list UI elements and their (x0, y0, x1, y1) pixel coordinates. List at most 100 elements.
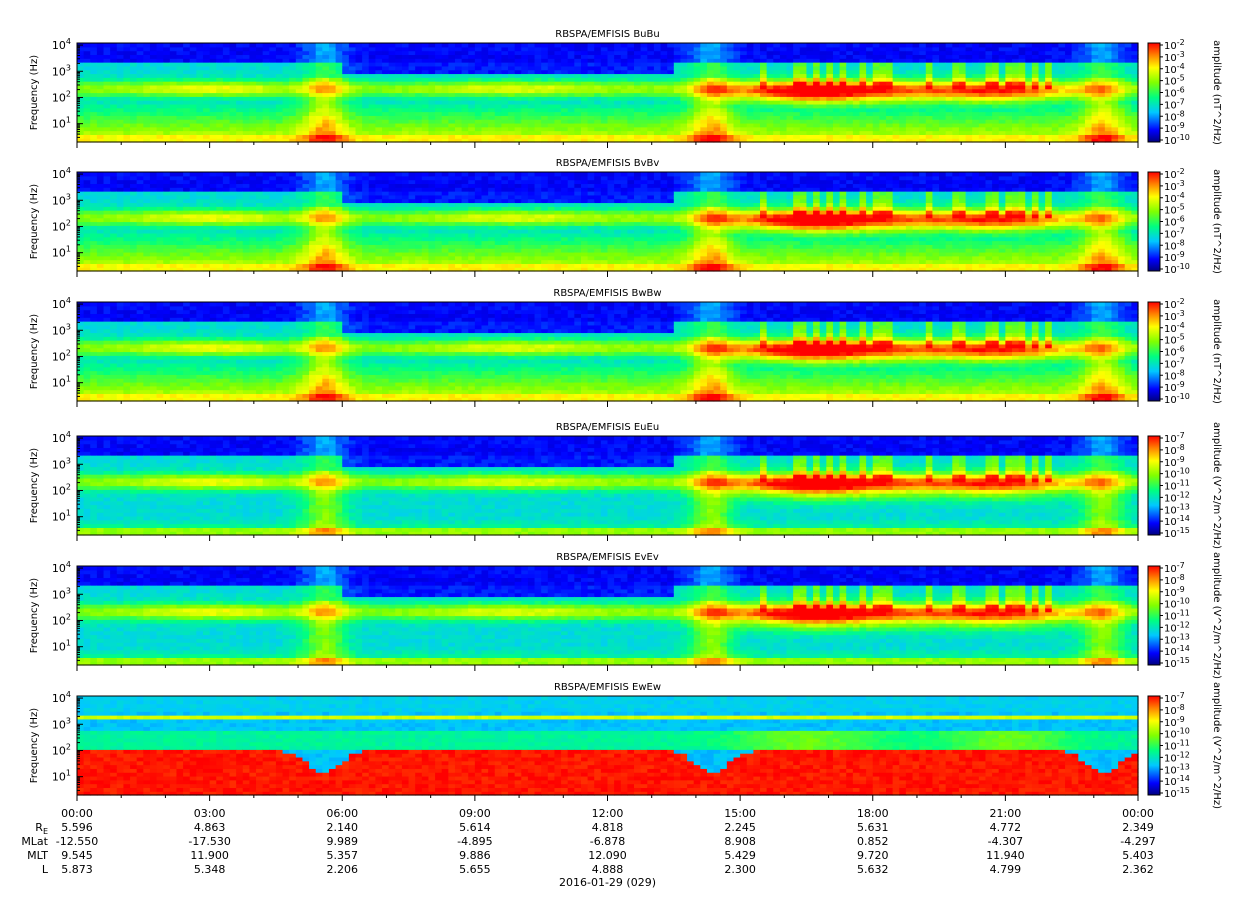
spectrogram-image (77, 172, 1139, 272)
y-tick-label: 101 (52, 639, 71, 654)
x-tick-label: 18:00 (857, 807, 889, 820)
x-tick-label: 12:00 (592, 807, 624, 820)
ephem-value: -6.878 (590, 835, 625, 848)
colorbar-scale (1148, 43, 1160, 142)
y-tick-label: 101 (52, 375, 71, 390)
ephem-value: 4.799 (990, 863, 1022, 876)
spectrogram-image (77, 566, 1139, 666)
x-axis-ticks (77, 665, 1138, 671)
x-tick-label: 03:00 (194, 807, 226, 820)
panel-bvbv: RBSPA/EMFISIS BvBv 104103102101Frequency … (29, 158, 1222, 277)
panel-bwbw: RBSPA/EMFISIS BwBw104103102101Frequency … (29, 288, 1222, 407)
colorbar-tick-label: 10-10 (1164, 133, 1190, 147)
y-tick-label: 103 (52, 586, 71, 601)
ephem-value: 5.655 (459, 863, 491, 876)
ephem-value: 9.545 (61, 849, 93, 862)
colorbar-label: amplitude (V^2/m^2/Hz) (1211, 422, 1222, 549)
ephem-value: 5.632 (857, 863, 889, 876)
y-tick-label: 104 (52, 296, 71, 311)
y-tick-label: 103 (52, 192, 71, 207)
colorbar-scale (1148, 436, 1160, 535)
y-tick-label: 104 (52, 560, 71, 575)
colorbar-scale (1148, 302, 1160, 401)
colorbar: 10-710-810-910-1010-1110-1210-1310-1410-… (1148, 682, 1222, 809)
y-axis-label: Frequency (Hz) (29, 578, 40, 654)
x-tick-label: 15:00 (724, 807, 756, 820)
y-tick-label: 102 (52, 348, 71, 363)
ephem-value: 5.596 (61, 821, 93, 834)
y-axis: 104 103 102 101 Frequency (Hz) (29, 296, 83, 401)
panel-title: RBSPA/EMFISIS EuEu (556, 422, 659, 433)
colorbar-label: amplitude (V^2/m^2/Hz) (1211, 552, 1222, 679)
panel-eueu: RBSPA/EMFISIS EuEu104103102101Frequency … (29, 422, 1222, 549)
colorbar: 10-710-810-910-1010-1110-1210-1310-1410-… (1148, 552, 1222, 679)
spectrogram-image (77, 43, 1139, 143)
y-tick-label: 104 (52, 690, 71, 705)
colorbar-tick-label: 10-15 (1164, 656, 1190, 670)
spectrogram-image (77, 302, 1139, 402)
x-axis-ticks (77, 271, 1138, 277)
spectrogram-image (77, 436, 1139, 536)
y-axis: 104 103 102 101 Frequency (Hz) (29, 560, 83, 665)
y-tick-label: 102 (52, 612, 71, 627)
ephem-value: 5.357 (327, 849, 359, 862)
date-label: 2016-01-29 (029) (559, 876, 656, 889)
x-tick-label: 09:00 (459, 807, 491, 820)
colorbar-label: amplitude (nT^2/Hz) (1211, 40, 1222, 145)
ephem-value: -4.307 (988, 835, 1023, 848)
colorbar-tick-label: 10-10 (1164, 262, 1190, 276)
y-tick-label: 101 (52, 245, 71, 260)
spectrogram-image (77, 696, 1139, 796)
panel-title: RBSPA/EMFISIS EvEv (556, 552, 659, 563)
ephem-row-label: L (42, 863, 49, 876)
y-axis-label: Frequency (Hz) (29, 708, 40, 784)
panel-title: RBSPA/EMFISIS EwEw (554, 682, 661, 693)
colorbar-scale (1148, 172, 1160, 271)
colorbar-tick-label: 10-10 (1164, 392, 1190, 406)
ephem-value: 5.348 (194, 863, 226, 876)
x-tick-label: 21:00 (990, 807, 1022, 820)
ephem-value: 12.090 (588, 849, 627, 862)
colorbar-tick-label: 10-15 (1164, 786, 1190, 800)
y-axis-label: Frequency (Hz) (29, 55, 40, 131)
ephem-value: 2.245 (724, 821, 756, 834)
ephem-row-label: MLat (21, 835, 48, 848)
y-tick-label: 103 (52, 322, 71, 337)
panel-bubu: RBSPA/EMFISIS BuBu104103102101Frequency … (29, 29, 1222, 148)
y-axis-label: Frequency (Hz) (29, 314, 40, 390)
ephem-value: 9.989 (327, 835, 359, 848)
y-tick-label: 102 (52, 482, 71, 497)
ephem-value: 4.772 (990, 821, 1022, 834)
ephem-value: 2.140 (327, 821, 359, 834)
ephem-value: 2.362 (1122, 863, 1154, 876)
panel-ewew: RBSPA/EMFISIS EwEw 104103102101Frequency … (29, 682, 1222, 809)
ephem-value: 9.720 (857, 849, 889, 862)
colorbar-label: amplitude (V^2/m^2/Hz) (1211, 682, 1222, 809)
x-tick-label: 00:00 (61, 807, 93, 820)
x-axis-ticks (77, 535, 1138, 541)
ephem-value: 4.888 (592, 863, 624, 876)
ephem-value: -17.530 (188, 835, 230, 848)
ephem-value: 4.863 (194, 821, 226, 834)
y-tick-label: 102 (52, 742, 71, 757)
x-tick-label: 06:00 (326, 807, 358, 820)
ephem-value: -4.297 (1120, 835, 1155, 848)
ephem-value: 5.873 (61, 863, 93, 876)
ephem-value: 11.940 (986, 849, 1025, 862)
y-tick-label: 101 (52, 509, 71, 524)
panel-title: RBSPA/EMFISIS BvBv (556, 158, 660, 169)
colorbar-label: amplitude (nT^2/Hz) (1211, 169, 1222, 274)
ephem-value: 9.886 (459, 849, 491, 862)
ephem-value: 8.908 (724, 835, 756, 848)
colorbar-label: amplitude (nT^2/Hz) (1211, 299, 1222, 404)
ephem-value: 5.403 (1122, 849, 1154, 862)
